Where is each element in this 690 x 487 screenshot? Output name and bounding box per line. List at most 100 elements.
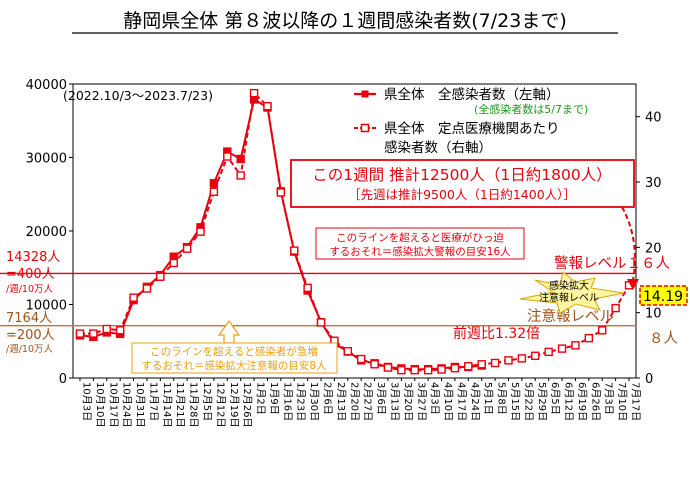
- left-tick-label: 30000: [26, 152, 67, 167]
- right-tick-label: 40: [645, 111, 662, 126]
- x-tick-label: 3月6日: [375, 382, 387, 415]
- series-right-point: [156, 272, 165, 281]
- legend-marker-filled: [361, 90, 369, 98]
- series-right-point: [129, 293, 138, 302]
- x-tick-label: 7月3日: [603, 382, 615, 415]
- legend-left-series: 県全体 全感染者数（左軸）: [384, 86, 560, 103]
- x-tick-label: 2月6日: [322, 382, 334, 415]
- series-right-point: [249, 88, 259, 98]
- x-tick-label: 4月24日: [469, 382, 481, 421]
- left-tick-label: 20000: [26, 225, 67, 240]
- x-tick-label: 7月17日: [630, 382, 642, 421]
- left-tick-label: 40000: [26, 78, 67, 93]
- x-tick-labels: 10月3日 10月10日 10月17日 10月24日 10月31日 11月7日 11月14日…: [79, 378, 642, 427]
- callout-arrowhead: [627, 279, 639, 290]
- period-label: (2022.10/3～2023.7/23): [63, 88, 213, 103]
- series-right-point: [571, 341, 580, 350]
- series-right-point: [423, 365, 433, 375]
- x-tick-label: 3月20日: [402, 382, 414, 421]
- series-right-point: [410, 365, 419, 375]
- red-left-label-1: 14328人: [6, 250, 60, 265]
- advisory-level-label: 注意報レベル: [527, 307, 614, 325]
- x-tick-label: 3月13日: [388, 382, 400, 421]
- series-right-point: [611, 303, 620, 313]
- x-tick-label: 10月24日: [121, 382, 133, 427]
- week-ratio-label: 前週比1.32倍: [453, 325, 540, 342]
- x-tick-label: 6月19日: [576, 382, 588, 421]
- x-tick-label: 2月27日: [362, 382, 374, 421]
- advisory-note-line2: するおそれ＝感染拡大注意報の目安8人: [141, 359, 327, 372]
- series-right: [75, 88, 634, 375]
- x-tick-label: 11月28日: [188, 382, 200, 427]
- series-right-point: [75, 329, 85, 338]
- series-right-point: [490, 358, 500, 368]
- series-right-point: [383, 363, 393, 372]
- latest-value-box: [639, 285, 688, 306]
- series-right-point: [584, 333, 594, 343]
- x-tick-label: 12月26日: [241, 382, 253, 427]
- x-tick-label: 6月12日: [563, 382, 575, 421]
- red-left-label-3: /週/10万人: [6, 283, 53, 295]
- x-tick-label: 4月17日: [455, 382, 467, 421]
- legend-left-note: (全感染者数は5/7まで): [474, 102, 588, 116]
- legend-right-series-1: 県全体 定点医療機関あたり: [384, 120, 560, 137]
- x-tick-label: 10月17日: [107, 382, 119, 427]
- series-right-point: [209, 187, 219, 197]
- series-right-point: [450, 364, 460, 373]
- right-tick-label: 0: [645, 372, 653, 387]
- x-tick-label: 2月13日: [335, 382, 347, 421]
- left-tick-label: 10000: [26, 299, 67, 314]
- right-tick-label: 30: [645, 176, 662, 191]
- series-right-point: [263, 102, 272, 111]
- x-tick-label: 11月14日: [161, 382, 173, 427]
- x-tick-label: 5月8日: [496, 382, 508, 415]
- series-right-point: [196, 227, 205, 236]
- x-tick-label: 1月30日: [308, 382, 320, 421]
- x-tick-label: 12月12日: [214, 382, 226, 427]
- x-tick-label: 10月31日: [134, 382, 146, 427]
- chart-title: 静岡県全体 第８波以降の１週間感染者数(7/23まで): [123, 10, 567, 32]
- star-label-1: 感染拡大: [549, 279, 589, 292]
- series-right-point: [397, 365, 406, 375]
- x-tick-label: 1月9日: [268, 382, 280, 415]
- alert-note-line1: このラインを超えると医療がひっ迫: [336, 231, 504, 244]
- series-right-point: [477, 360, 486, 369]
- series-right-point: [517, 354, 527, 363]
- callout-line2: ［先週は推計9500人（1日約1400人）］: [348, 187, 576, 202]
- weekly-estimate-callout: この1週間 推計12500人（1日約1800人） ［先週は推計9500人（1日約…: [290, 159, 635, 208]
- x-tick-label: 1月23日: [295, 382, 307, 421]
- right-tick-label: 20: [645, 241, 662, 256]
- star-label-2: 注意報レベル: [539, 291, 599, 304]
- right-tick-label: 10: [645, 307, 662, 322]
- series-right-point: [343, 347, 353, 356]
- x-tick-label: 11月21日: [174, 382, 186, 427]
- legend-marker-hollow: [360, 123, 370, 133]
- x-tick-label: 10月10日: [94, 382, 106, 427]
- series-right-point: [356, 354, 366, 364]
- series-right-point: [115, 326, 125, 335]
- series-right-point: [290, 246, 299, 255]
- alert-note: このラインを超えると医療がひっ迫 するおそれ＝感染拡大警報の目安16人: [315, 227, 525, 260]
- x-tick-label: 2月20日: [348, 382, 360, 421]
- alert-level-label: 警報レベル１６人: [554, 255, 670, 272]
- latest-value-label: 14.19: [643, 289, 683, 305]
- orange-left-label-3: /週/10万人: [6, 343, 53, 355]
- x-tick-label: 5月15日: [509, 382, 521, 421]
- series-left-point: [209, 179, 219, 188]
- callout-line1: この1週間 推計12500人（1日約1800人）: [312, 166, 611, 184]
- orange-left-label-1: 7164人: [6, 311, 52, 326]
- x-tick-label: 7月10日: [616, 382, 628, 421]
- x-tick-label: 5月1日: [482, 382, 494, 415]
- x-tick-label: 5月29日: [536, 382, 548, 421]
- orange-left-label-2: =200人: [6, 328, 55, 343]
- series-right-point: [316, 318, 326, 327]
- series-right-point: [557, 344, 567, 353]
- x-tick-label: 11月7日: [147, 382, 159, 421]
- series-right-point: [598, 326, 607, 335]
- legend: 県全体 全感染者数（左軸） (全感染者数は5/7まで) 県全体 定点医療機関あた…: [354, 86, 588, 156]
- x-tick-label: 1月16日: [281, 382, 293, 421]
- legend-right-series-2: 感染者数（右軸）: [384, 139, 492, 156]
- series-right-point: [102, 324, 111, 334]
- series-right-point: [544, 347, 553, 357]
